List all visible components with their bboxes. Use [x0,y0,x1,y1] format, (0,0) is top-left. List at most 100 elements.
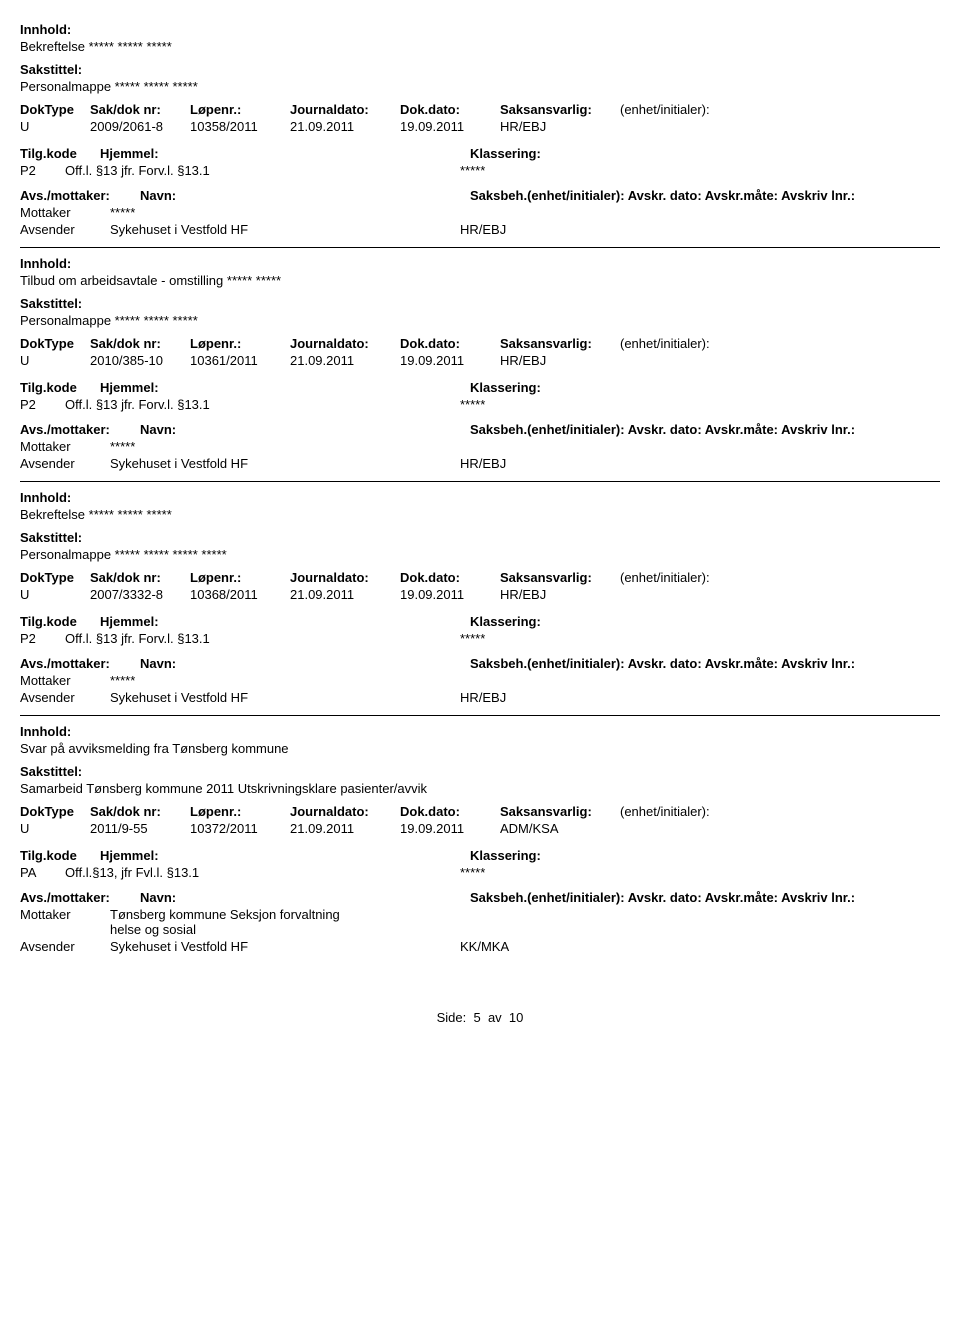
sakdok-value: 2010/385-10 [90,353,190,368]
saksbeh-value: HR/EBJ [460,690,660,705]
innhold-label: Innhold: [20,256,940,271]
saksansvarlig-value: HR/EBJ [500,119,620,134]
avs-header-row: Avs./mottaker: Navn: Saksbeh.(enhet/init… [20,890,940,905]
navn-label: Navn: [140,188,470,203]
tilgkode-value: P2 [20,631,65,646]
sakstittel-label: Sakstittel: [20,764,940,779]
doktype-label: DokType [20,336,90,351]
lopenr-label: Løpenr.: [190,102,290,117]
saksbeh-label: Saksbeh.(enhet/initialer): Avskr. dato: … [470,656,940,671]
klassering-label: Klassering: [470,614,670,629]
avsender-navn: Sykehuset i Vestfold HF [110,222,460,237]
avs-header-row: Avs./mottaker: Navn: Saksbeh.(enhet/init… [20,656,940,671]
saksbeh-value: HR/EBJ [460,456,660,471]
mottaker-role: Mottaker [20,907,110,937]
journaldato-value: 21.09.2011 [290,353,400,368]
navn-label: Navn: [140,890,470,905]
lopenr-value: 10372/2011 [190,821,290,836]
lopenr-label: Løpenr.: [190,570,290,585]
sakstittel-label: Sakstittel: [20,530,940,545]
tilg-header-row: Tilg.kode Hjemmel: Klassering: [20,380,940,395]
mottaker-navn: ***** [110,439,460,454]
avsender-navn: Sykehuset i Vestfold HF [110,456,460,471]
innhold-value: Bekreftelse ***** ***** ***** [20,507,940,522]
innhold-label: Innhold: [20,490,940,505]
hjemmel-label: Hjemmel: [100,380,470,395]
sakstittel-value: Samarbeid Tønsberg kommune 2011 Utskrivn… [20,781,940,796]
hjemmel-label: Hjemmel: [100,848,470,863]
saksansvarlig-label: Saksansvarlig: [500,336,620,351]
klassering-value: ***** [460,631,660,646]
journaldato-label: Journaldato: [290,336,400,351]
tilgkode-value: PA [20,865,65,880]
lopenr-value: 10368/2011 [190,587,290,602]
journaldato-label: Journaldato: [290,570,400,585]
avsender-row: Avsender Sykehuset i Vestfold HF HR/EBJ [20,690,940,705]
hjemmel-value: Off.l. §13 jfr. Forv.l. §13.1 [65,397,460,412]
tilg-value-row: P2 Off.l. §13 jfr. Forv.l. §13.1 ***** [20,397,940,412]
avsmottaker-label: Avs./mottaker: [20,188,140,203]
mottaker-role: Mottaker [20,673,110,688]
avsender-row: Avsender Sykehuset i Vestfold HF KK/MKA [20,939,940,954]
lopenr-value: 10358/2011 [190,119,290,134]
saksbeh-label: Saksbeh.(enhet/initialer): Avskr. dato: … [470,422,940,437]
enhet-label: (enhet/initialer): [620,570,780,585]
doktype-value: U [20,119,90,134]
meta-value-row: U 2007/3332-8 10368/2011 21.09.2011 19.0… [20,587,940,602]
page-total: 10 [509,1010,523,1025]
page-number: 5 [473,1010,480,1025]
tilg-value-row: PA Off.l.§13, jfr Fvl.l. §13.1 ***** [20,865,940,880]
sakdok-label: Sak/dok nr: [90,102,190,117]
meta-value-row: U 2011/9-55 10372/2011 21.09.2011 19.09.… [20,821,940,836]
klassering-label: Klassering: [470,146,670,161]
sakstittel-label: Sakstittel: [20,296,940,311]
doktype-label: DokType [20,570,90,585]
sakdok-value: 2009/2061-8 [90,119,190,134]
innhold-label: Innhold: [20,22,940,37]
doktype-value: U [20,353,90,368]
saksbeh-value: KK/MKA [460,939,660,954]
avsender-role: Avsender [20,222,110,237]
mottaker-row: Mottaker Tønsberg kommune Seksjon forval… [20,907,940,937]
tilg-value-row: P2 Off.l. §13 jfr. Forv.l. §13.1 ***** [20,631,940,646]
navn-label: Navn: [140,656,470,671]
saksansvarlig-label: Saksansvarlig: [500,804,620,819]
avsender-navn: Sykehuset i Vestfold HF [110,690,460,705]
divider [20,715,940,716]
avsmottaker-label: Avs./mottaker: [20,422,140,437]
sakdok-label: Sak/dok nr: [90,336,190,351]
dokdato-label: Dok.dato: [400,102,500,117]
mottaker-navn: ***** [110,205,460,220]
saksansvarlig-value: HR/EBJ [500,587,620,602]
dokdato-label: Dok.dato: [400,336,500,351]
hjemmel-value: Off.l.§13, jfr Fvl.l. §13.1 [65,865,460,880]
avs-header-row: Avs./mottaker: Navn: Saksbeh.(enhet/init… [20,422,940,437]
innhold-value: Tilbud om arbeidsavtale - omstilling ***… [20,273,940,288]
dokdato-label: Dok.dato: [400,570,500,585]
meta-header-row: DokType Sak/dok nr: Løpenr.: Journaldato… [20,804,940,819]
enhet-label: (enhet/initialer): [620,804,780,819]
mottaker-role: Mottaker [20,439,110,454]
innhold-label: Innhold: [20,724,940,739]
tilgkode-value: P2 [20,397,65,412]
sakdok-label: Sak/dok nr: [90,804,190,819]
journaldato-value: 21.09.2011 [290,119,400,134]
mottaker-row: Mottaker ***** [20,673,940,688]
journaldato-value: 21.09.2011 [290,821,400,836]
avsender-role: Avsender [20,690,110,705]
divider [20,247,940,248]
journal-entry: Innhold: Bekreftelse ***** ***** ***** S… [20,490,940,705]
divider [20,481,940,482]
hjemmel-value: Off.l. §13 jfr. Forv.l. §13.1 [65,163,460,178]
dokdato-value: 19.09.2011 [400,821,500,836]
doktype-label: DokType [20,804,90,819]
sakstittel-label: Sakstittel: [20,62,940,77]
sakstittel-value: Personalmappe ***** ***** ***** [20,313,940,328]
saksansvarlig-label: Saksansvarlig: [500,570,620,585]
mottaker-row: Mottaker ***** [20,439,940,454]
av-label: av [488,1010,502,1025]
tilgkode-label: Tilg.kode [20,380,100,395]
tilgkode-label: Tilg.kode [20,848,100,863]
tilgkode-value: P2 [20,163,65,178]
journaldato-value: 21.09.2011 [290,587,400,602]
